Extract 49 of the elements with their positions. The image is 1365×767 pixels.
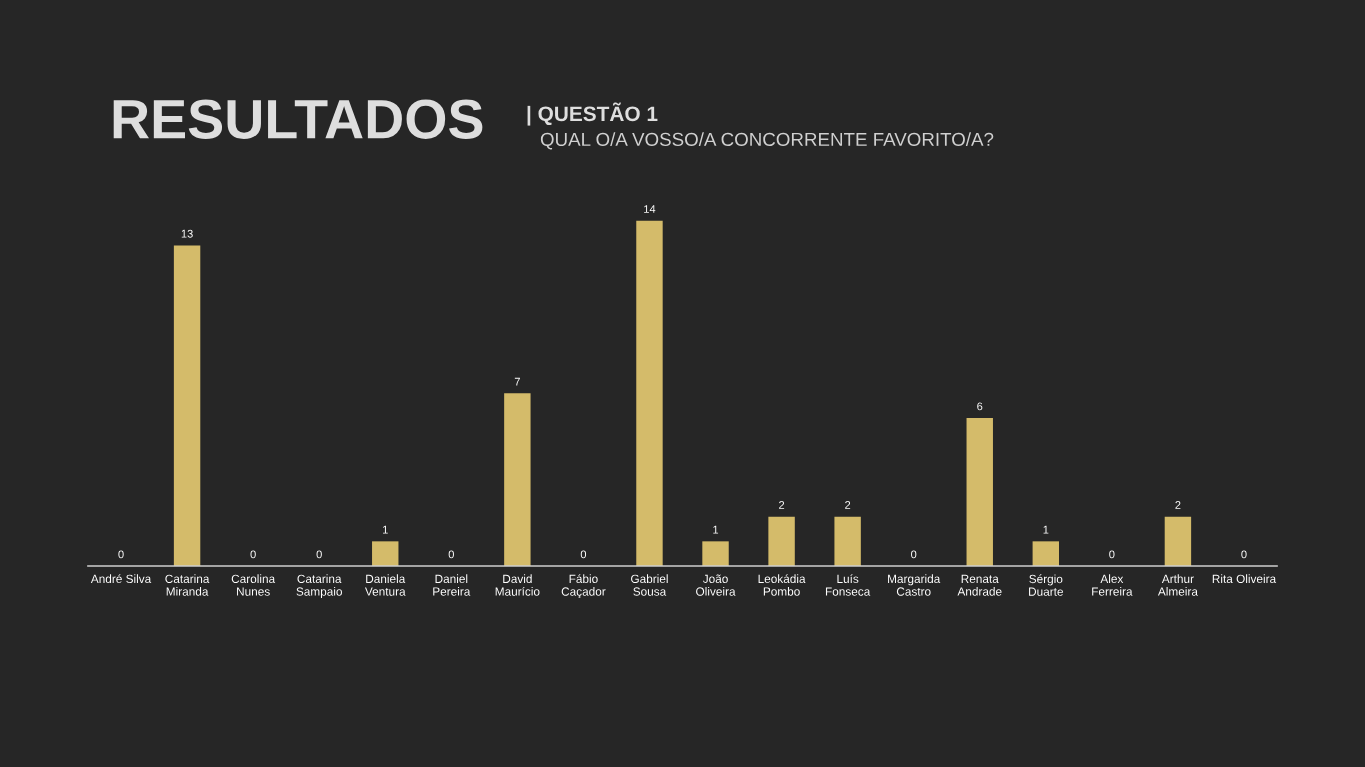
x-tick-label: Margarida Castro xyxy=(888,574,941,596)
x-tick-label: Gabriel Sousa xyxy=(631,574,668,596)
x-tick-label: Leokádia Pombo xyxy=(758,574,806,596)
data-label: 7 xyxy=(514,377,520,386)
bar xyxy=(834,516,861,566)
x-tick-label: Alex Ferreira xyxy=(1092,574,1133,596)
x-tick-label: Arthur Almeira xyxy=(1157,574,1198,596)
data-label: 0 xyxy=(911,550,917,559)
bar xyxy=(504,393,531,566)
x-tick-label: Catarina Miranda xyxy=(165,574,210,596)
bar xyxy=(1032,541,1060,566)
bar xyxy=(1164,516,1192,566)
data-label: 2 xyxy=(1175,501,1181,509)
bar xyxy=(372,541,399,566)
data-label: 1 xyxy=(383,525,388,534)
data-label: 2 xyxy=(845,501,851,509)
x-tick-label: Carolina Nunes xyxy=(231,574,276,596)
chart-title: RESULTADOS xyxy=(113,99,483,139)
x-tick-label: João Oliveira xyxy=(696,574,736,596)
x-tick-label: Daniel Pereira xyxy=(433,574,471,596)
data-label: 0 xyxy=(316,550,322,559)
data-label: 1 xyxy=(713,525,719,534)
data-label: 0 xyxy=(118,550,124,559)
x-tick-label: Fábio Caçador xyxy=(561,574,606,599)
data-label: 0 xyxy=(250,550,256,559)
data-label: 0 xyxy=(1241,550,1247,559)
bar xyxy=(966,418,993,566)
data-label: 6 xyxy=(977,402,983,411)
x-tick-label: David Maurício xyxy=(495,574,540,596)
x-tick-label: Renata Andrade xyxy=(957,574,1002,596)
bar xyxy=(702,541,729,566)
bar xyxy=(636,220,663,566)
data-label: 0 xyxy=(448,550,454,559)
x-tick-label: Rita Oliveira xyxy=(1212,574,1277,583)
data-label: 2 xyxy=(779,501,785,509)
data-label: 0 xyxy=(580,550,587,559)
data-label: 1 xyxy=(1043,525,1049,534)
data-label: 0 xyxy=(1109,550,1115,559)
x-tick-label: André Silva xyxy=(90,574,152,583)
chart-subtitle: | QUESTÃO 1 xyxy=(527,102,658,126)
bar xyxy=(173,245,201,566)
x-tick-label: Daniela Ventura xyxy=(364,574,406,596)
x-tick-label: Sérgio Duarte xyxy=(1029,574,1063,596)
x-tick-label: Catarina Sampaio xyxy=(296,574,342,599)
data-label: 14 xyxy=(644,205,656,213)
bar xyxy=(768,516,795,566)
text: QUAL O/A VOSSO/A CONCORRENTE FAVORITO/A? xyxy=(540,132,994,150)
x-tick-label: Luís Fonseca xyxy=(825,574,871,596)
data-label: 13 xyxy=(181,229,193,238)
